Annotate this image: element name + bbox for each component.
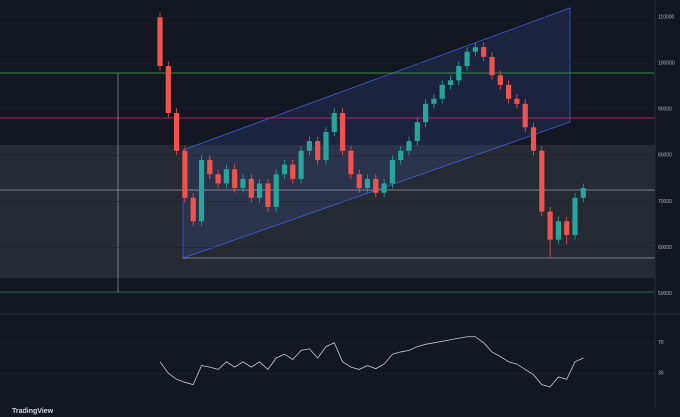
candle-body bbox=[248, 178, 254, 198]
oscillator-line bbox=[159, 336, 584, 388]
candle-body bbox=[464, 51, 470, 67]
candle-body bbox=[373, 178, 379, 193]
osc-tick-label: 70 bbox=[658, 340, 664, 346]
candle-body bbox=[522, 103, 528, 128]
osc-tick-label: 30 bbox=[658, 371, 664, 377]
candle-body bbox=[555, 221, 561, 240]
brand: TradingView bbox=[12, 408, 54, 415]
candle-body bbox=[489, 56, 495, 76]
candle-body bbox=[273, 174, 279, 207]
candle-body bbox=[514, 98, 520, 104]
y-tick-label: 60000 bbox=[658, 245, 672, 251]
candle-body bbox=[232, 169, 238, 189]
candle-body bbox=[223, 169, 229, 184]
candle-body bbox=[240, 178, 246, 189]
candle-body bbox=[298, 150, 304, 179]
candle-body bbox=[215, 174, 221, 184]
candle-body bbox=[356, 174, 362, 189]
candle-body bbox=[174, 113, 180, 151]
candle-body bbox=[447, 80, 454, 85]
candle-body bbox=[580, 188, 586, 198]
candle-body bbox=[364, 178, 371, 189]
candle-body bbox=[572, 197, 578, 236]
candle-body bbox=[157, 17, 163, 67]
candle-body bbox=[530, 127, 537, 151]
candle-body bbox=[306, 141, 312, 151]
y-tick-label: 110000 bbox=[658, 15, 675, 21]
range-zone bbox=[0, 145, 655, 278]
candle-body bbox=[547, 211, 553, 240]
candle-body bbox=[506, 84, 512, 99]
candle-body bbox=[257, 183, 263, 198]
candle-body bbox=[389, 160, 395, 184]
candle-body bbox=[281, 164, 288, 175]
candle-body bbox=[315, 141, 321, 160]
candle-body bbox=[539, 150, 545, 212]
candle-body bbox=[497, 75, 503, 85]
candle-body bbox=[198, 160, 205, 222]
candle-body bbox=[398, 150, 404, 160]
candle-body bbox=[439, 84, 445, 99]
candle-body bbox=[340, 113, 346, 151]
candle-body bbox=[481, 47, 487, 57]
channel bbox=[182, 7, 571, 259]
candle-body bbox=[265, 183, 271, 207]
candle-body bbox=[414, 122, 420, 142]
y-tick-label: 100000 bbox=[658, 61, 675, 67]
candle-body bbox=[564, 221, 570, 236]
y-tick-label: 90000 bbox=[658, 107, 672, 113]
candle-body bbox=[423, 103, 429, 123]
candle-body bbox=[381, 183, 387, 193]
candle-body bbox=[290, 164, 296, 179]
candle-body bbox=[456, 66, 462, 81]
candle-body bbox=[182, 150, 188, 198]
candle-body bbox=[472, 47, 478, 52]
candle-body bbox=[431, 98, 437, 104]
candle-body bbox=[323, 131, 329, 160]
candle-body bbox=[348, 150, 354, 175]
candle-body bbox=[190, 197, 196, 222]
candle-body bbox=[331, 113, 337, 132]
candle-body bbox=[406, 141, 412, 151]
y-tick-label: 80000 bbox=[658, 153, 672, 159]
candle-body bbox=[165, 66, 171, 114]
candle-body bbox=[207, 160, 213, 175]
y-tick-label: 70000 bbox=[658, 199, 672, 205]
y-tick-label: 50000 bbox=[658, 291, 672, 297]
